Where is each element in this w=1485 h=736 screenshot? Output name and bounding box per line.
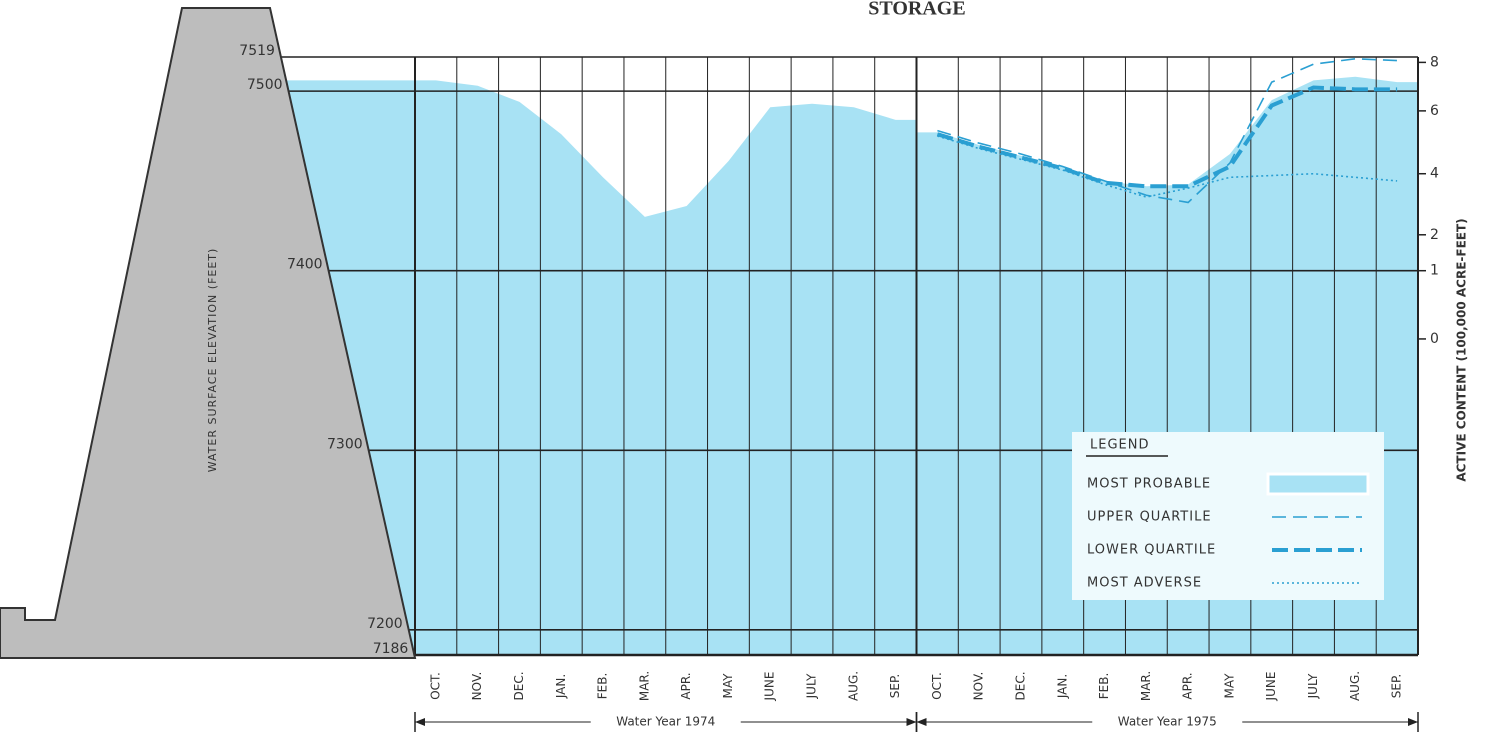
x-tick-label: JAN. — [1055, 674, 1069, 699]
x-tick-label: JAN. — [554, 674, 568, 699]
x-tick-label: MAY — [721, 673, 735, 699]
x-tick-label: MAR. — [1139, 671, 1153, 701]
y-tick-label: 7519 — [239, 43, 275, 59]
legend-swatch — [1268, 474, 1368, 494]
x-tick-label: NOV. — [470, 672, 484, 701]
x-tick-label: AUG. — [846, 671, 860, 701]
group-label: Water Year 1974 — [616, 715, 715, 729]
x-tick-label: FEB. — [1097, 673, 1111, 700]
x-tick-label: JUNE — [1264, 672, 1278, 702]
y-tick-label: 7500 — [247, 77, 283, 93]
y-axis-title: WATER SURFACE ELEVATION (FEET) — [206, 248, 219, 473]
x-tick-label: OCT. — [930, 672, 944, 700]
x-tick-label: MAR. — [637, 671, 651, 701]
y2-tick-label: 8 — [1430, 54, 1439, 70]
y2-tick-label: 1 — [1430, 263, 1439, 279]
x-tick-label: JULY — [805, 673, 819, 699]
y-tick-label: 7186 — [373, 641, 409, 657]
legend-label: UPPER QUARTILE — [1087, 510, 1212, 525]
y-tick-label: 7400 — [287, 257, 323, 273]
x-tick-label: MAY — [1222, 673, 1236, 699]
x-tick-label: DEC. — [512, 671, 526, 700]
y-tick-label: 7300 — [327, 436, 363, 452]
x-tick-label: DEC. — [1013, 671, 1027, 700]
chart-title: STORAGE — [868, 0, 965, 20]
y2-tick-label: 0 — [1430, 331, 1439, 347]
x-tick-label: JUNE — [763, 672, 777, 702]
x-tick-label: APR. — [1181, 672, 1195, 699]
x-tick-label: NOV. — [972, 672, 986, 701]
x-tick-label: SEP. — [888, 674, 902, 698]
x-tick-label: AUG. — [1348, 671, 1362, 701]
group-label: Water Year 1975 — [1118, 715, 1217, 729]
x-tick-label: OCT. — [428, 672, 442, 700]
y2-tick-label: 4 — [1430, 166, 1439, 182]
legend-title: LEGEND — [1090, 438, 1149, 453]
y2-tick-label: 6 — [1430, 103, 1439, 119]
legend-label: MOST PROBABLE — [1087, 477, 1211, 492]
y2-tick-label: 2 — [1430, 227, 1439, 243]
x-tick-label: JULY — [1306, 673, 1320, 699]
legend-label: LOWER QUARTILE — [1087, 543, 1216, 558]
x-tick-label: APR. — [679, 672, 693, 699]
y2-axis-title: ACTIVE CONTENT (100,000 ACRE-FEET) — [1455, 218, 1469, 481]
x-tick-label: FEB. — [596, 673, 610, 700]
y-tick-label: 7200 — [367, 616, 403, 632]
chart: STORAGE WATER SURFACE ELEVATION (FEET) A… — [0, 0, 1485, 736]
legend-label: MOST ADVERSE — [1087, 576, 1202, 591]
x-tick-label: SEP. — [1390, 674, 1404, 698]
